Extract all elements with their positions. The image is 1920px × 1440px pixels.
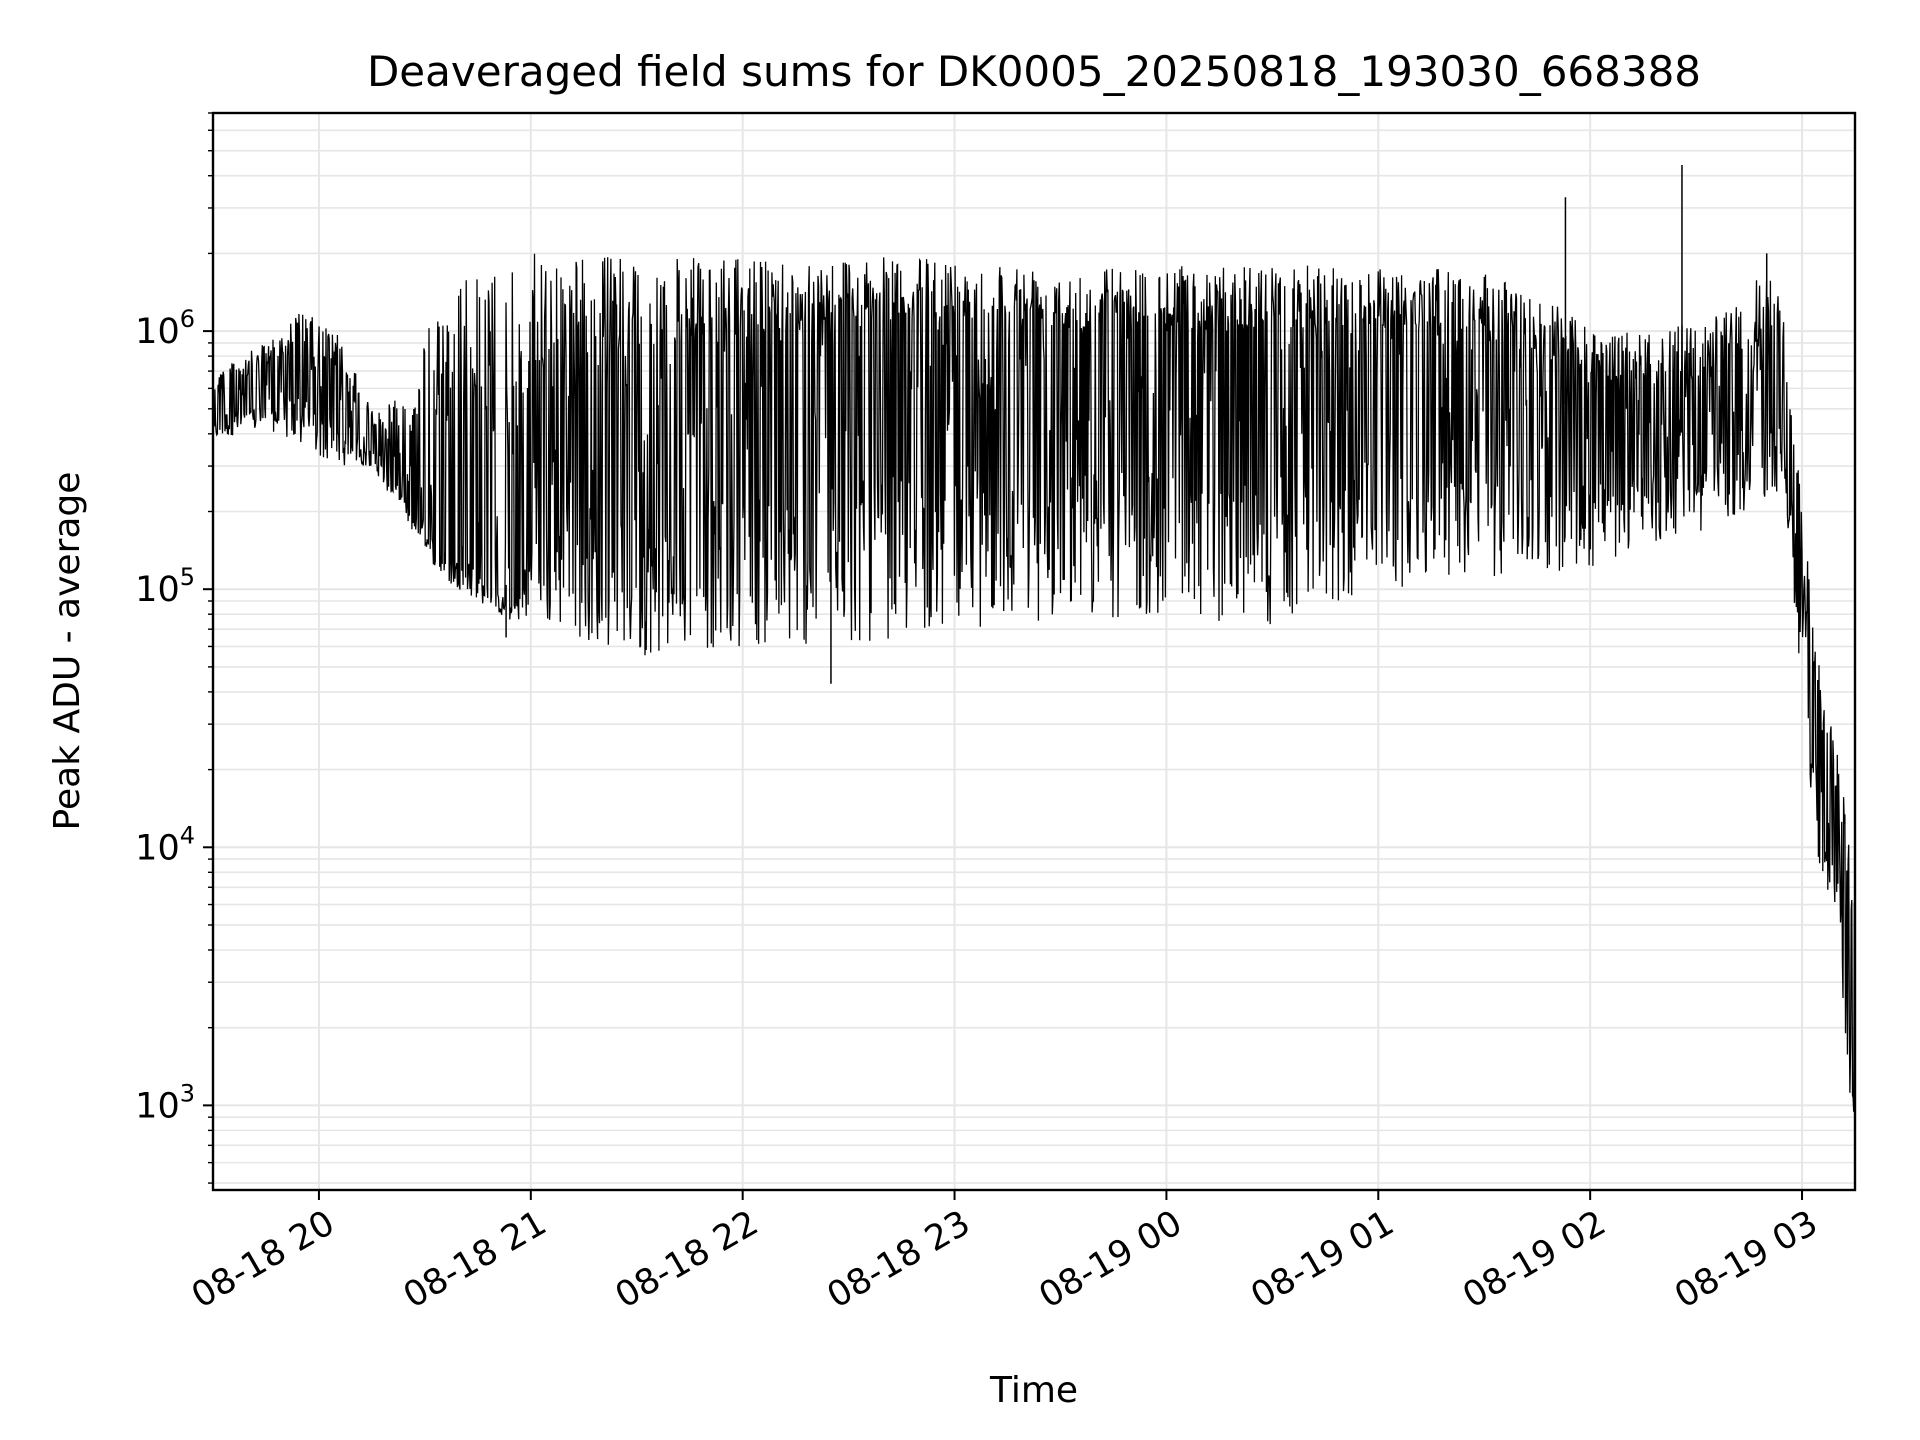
x-axis-label: Time: [989, 1370, 1078, 1411]
series-line: [212, 253, 1856, 1144]
plot-area: [212, 165, 1856, 1144]
y-tick-label: 106: [135, 305, 195, 352]
y-tick-label: 105: [135, 563, 195, 610]
y-tick-label: 104: [135, 821, 195, 868]
y-axis: 103 104 105 106: [135, 112, 213, 1184]
y-axis-label: Peak ADU - average: [47, 472, 88, 831]
chart-title: Deaveraged field sums for DK0005_2025081…: [367, 47, 1701, 96]
axes-frame: [211, 111, 1857, 1192]
y-tick-label: 103: [135, 1079, 195, 1126]
